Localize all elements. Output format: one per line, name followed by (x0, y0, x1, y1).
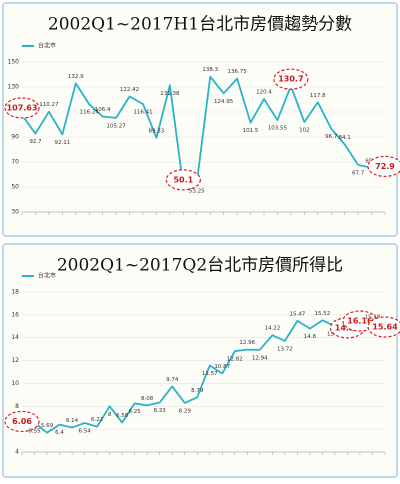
chart-title: 2002Q1~2017Q2台北市房價所得比 (57, 256, 343, 276)
y-tick-label: 70 (11, 159, 19, 166)
data-label: 12.96 (239, 340, 255, 346)
highlight-label: 130.7 (278, 75, 303, 84)
data-label: 6.22 (91, 417, 103, 423)
data-label: 53.25 (189, 188, 205, 194)
data-label: 124.95 (214, 99, 234, 105)
data-label: 14.8 (304, 334, 317, 340)
data-label: 12.94 (252, 355, 268, 361)
data-label: 11.57 (202, 371, 218, 377)
data-label: 117.8 (310, 93, 326, 99)
highlight-label: 16.16 (347, 317, 373, 326)
highlight-circle (367, 155, 400, 177)
highlight-circle (367, 316, 400, 338)
y-tick-label: 4 (15, 449, 19, 456)
highlight-label: 15.64 (372, 322, 398, 331)
data-label: 92.11 (54, 140, 70, 146)
highlight-label: 107.63 (7, 103, 38, 112)
y-tick-label: 130 (8, 84, 20, 91)
data-label: 15.18 (365, 315, 381, 321)
chart-title: 2002Q1~2017H1台北市房價趨勢分數 (48, 15, 352, 35)
data-label: 8.33 (154, 408, 167, 414)
data-label: 89.33 (149, 128, 165, 134)
data-label: 105.27 (106, 123, 126, 129)
panel (2, 2, 398, 237)
data-label: 67.7 (352, 170, 365, 176)
data-label: 101.5 (243, 128, 259, 134)
highlight-circle (4, 410, 40, 433)
data-label: 122.42 (120, 87, 139, 93)
data-label: 8.79 (191, 388, 204, 394)
highlight-circle (4, 97, 40, 119)
y-tick-label: 50 (11, 184, 19, 191)
data-label: 138.3 (202, 67, 218, 73)
highlight-label: 50.1 (173, 175, 193, 184)
series-line (21, 75, 386, 188)
series-line (21, 312, 386, 434)
data-label: 8.08 (141, 396, 154, 402)
y-tick-label: 18 (11, 289, 19, 296)
data-label: 116.24 (80, 110, 100, 116)
data-label: 15.47 (290, 311, 306, 317)
highlight-label: 6.06 (12, 417, 32, 426)
data-label: 12.82 (227, 357, 243, 363)
y-tick-label: 10 (11, 380, 19, 387)
data-label: 9.74 (166, 377, 179, 383)
data-label: 84.1 (339, 135, 351, 141)
data-label: 15.52 (315, 311, 331, 317)
y-tick-label: 16 (11, 311, 19, 318)
data-label: 5.69 (41, 423, 54, 429)
data-label: 6.14 (66, 418, 79, 424)
data-label: 132.9 (68, 74, 84, 80)
data-label: 92.7 (29, 139, 42, 145)
data-label: 10.87 (214, 364, 230, 370)
y-tick-label: 12 (11, 357, 19, 364)
y-tick-label: 90 (11, 134, 19, 141)
data-label: 6.55 (28, 428, 41, 434)
y-tick-label: 14 (11, 334, 19, 341)
data-label: 13.72 (277, 346, 293, 352)
data-label: 8.25 (129, 409, 142, 415)
data-label: 8.29 (179, 408, 192, 414)
data-label: 96.7 (325, 134, 338, 140)
legend-label: 台北市 (38, 42, 56, 50)
y-tick-label: 150 (8, 59, 20, 66)
y-tick-label: 8 (15, 403, 19, 410)
data-label: 102 (299, 128, 310, 134)
data-label: 8 (108, 412, 112, 418)
data-label: 110.27 (39, 102, 59, 108)
data-label: 15.01 (327, 332, 343, 338)
highlight-circle (165, 169, 201, 191)
legend-label: 台北市 (38, 272, 56, 280)
data-label: 103.55 (268, 126, 288, 132)
data-label: 6.54 (78, 428, 91, 434)
highlight-label: 72.9 (375, 162, 395, 171)
data-label: 136.75 (227, 69, 247, 75)
data-label: 6.4 (55, 430, 64, 436)
data-label: 116.41 (133, 109, 152, 115)
data-label: 131.38 (160, 91, 180, 97)
data-label: 120.4 (256, 90, 272, 96)
data-label: 106.4 (95, 107, 111, 113)
data-label: 14.22 (264, 326, 280, 332)
y-tick-label: 30 (11, 209, 19, 216)
data-label: 6.58 (116, 413, 129, 419)
highlight-circle (273, 68, 309, 90)
